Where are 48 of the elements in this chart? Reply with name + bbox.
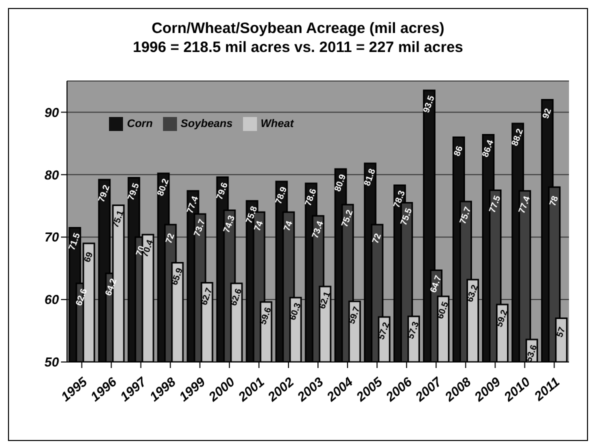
chart-subtitle: 1996 = 218.5 mil acres vs. 2011 = 227 mil acres <box>132 38 464 57</box>
data-label: 73.4 <box>310 220 326 240</box>
data-label: 57 <box>554 326 568 338</box>
data-label: 93.5 <box>420 94 436 114</box>
data-label: 79.6 <box>214 181 230 201</box>
data-label: 86 <box>452 144 465 158</box>
data-label: 77.4 <box>516 194 532 215</box>
data-label: 88.2 <box>510 127 525 148</box>
data-label: 77.4 <box>184 194 200 215</box>
data-label: 80.2 <box>155 177 171 198</box>
data-label: 75.2 <box>339 208 355 228</box>
data-label: 73.7 <box>192 218 208 238</box>
data-label: 75.5 <box>398 206 414 226</box>
data-label: 64.7 <box>428 274 444 294</box>
data-label: 77.5 <box>486 194 502 214</box>
data-label: 72 <box>163 232 176 245</box>
data-label: 74.3 <box>221 214 237 234</box>
y-tick-label: 50 <box>44 354 60 370</box>
y-tick-label: 80 <box>44 167 60 182</box>
data-label: 92 <box>540 107 554 120</box>
data-label: 64.2 <box>103 277 118 298</box>
data-label: 80.9 <box>332 172 348 193</box>
data-label: 62.6 <box>228 287 244 308</box>
y-tick-label: 60 <box>44 292 60 308</box>
data-label: 78.9 <box>273 185 289 206</box>
data-label: 72 <box>370 232 383 245</box>
data-label: 74 <box>252 220 265 232</box>
data-label: 62.1 <box>316 290 332 310</box>
data-label: 81.8 <box>362 167 378 188</box>
data-label: 78 <box>547 194 560 208</box>
data-label: 79.5 <box>126 182 142 202</box>
data-label: 75.7 <box>457 205 473 226</box>
data-label: 69 <box>82 250 95 264</box>
data-label: 79.2 <box>96 184 112 204</box>
chart-title: Corn/Wheat/Soybean Acreage (mil acres) <box>150 19 446 38</box>
legend-label: Corn <box>127 118 153 130</box>
data-label: 78.3 <box>391 189 407 210</box>
data-label: 71.5 <box>66 232 82 252</box>
data-label: 60.5 <box>434 300 450 320</box>
data-label: 60.3 <box>287 302 303 322</box>
data-label: 78.6 <box>302 187 318 208</box>
data-label: 86.4 <box>480 138 496 158</box>
legend-label: Soybeans <box>180 118 233 130</box>
data-label: 74 <box>282 220 294 232</box>
y-tick-label: 90 <box>44 104 60 120</box>
data-label: 62.6 <box>74 287 89 308</box>
legend-label: Wheat <box>260 118 294 130</box>
y-tick-label: 70 <box>44 230 60 245</box>
